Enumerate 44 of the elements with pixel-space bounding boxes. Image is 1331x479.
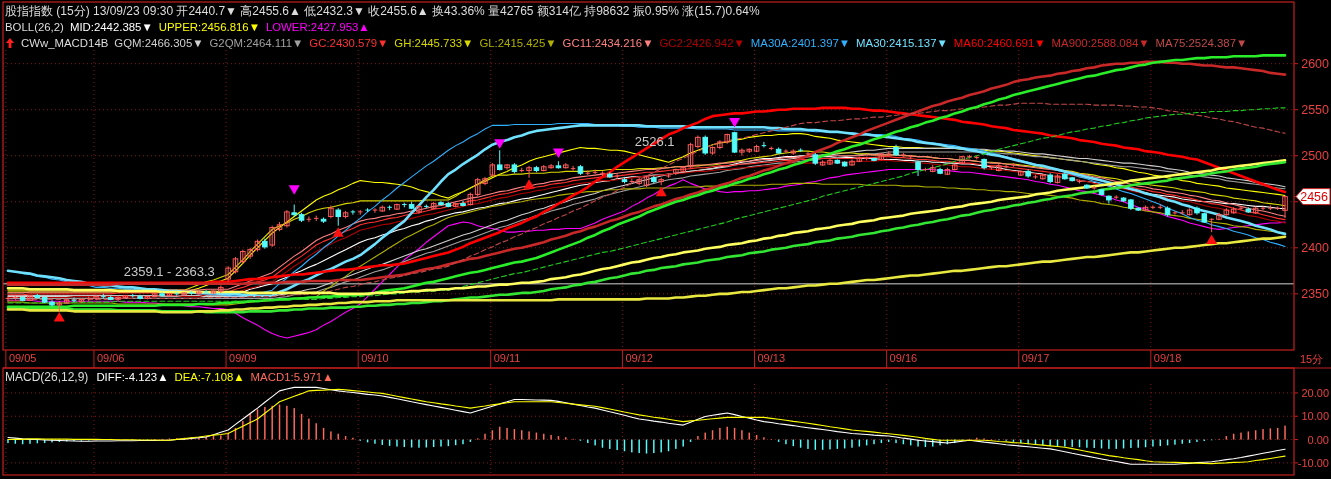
y-tick-label: 2400 <box>1301 240 1330 255</box>
x-tick-label: 09/13 <box>757 352 786 364</box>
x-tick-label: 09/10 <box>361 352 389 364</box>
text: GC:2430.579▼ <box>309 37 389 49</box>
text: MA30:2415.137▼ <box>856 37 948 49</box>
text: MID:2442.385▼ <box>69 21 153 33</box>
x-axis-title: 15分 <box>1300 353 1324 365</box>
y-tick-label: 2600 <box>1301 56 1330 71</box>
annotation: 2359.1 - 2363.3 <box>123 263 215 279</box>
x-tick-label: 09/17 <box>1021 352 1050 364</box>
y-tick-label: -10.00 <box>1297 456 1329 469</box>
y-tick-label: 20.00 <box>1301 386 1329 399</box>
text: GH:2445.733▼ <box>394 37 474 49</box>
annotation: BOLL(26,2) <box>5 21 65 33</box>
x-tick-label: 09/12 <box>625 352 653 364</box>
text: GC11:2434.216▼ <box>562 37 654 49</box>
text: UPPER:2456.816▼ <box>158 21 260 33</box>
text: MA60:2460.691▼ <box>953 37 1046 49</box>
chart-title: 股指指数 (15分) 13/09/23 09:30 开2440.7▼ 高2455.6▲ 低2432.3▼ 收2455.6▲ 换43.36% 量42765 额314亿 持98632 振0.95% 涨(15.7)0.64% <box>5 4 760 18</box>
y-tick-label: 2550 <box>1301 102 1330 117</box>
x-tick-label: 09/18 <box>1153 352 1182 364</box>
text: LOWER:2427.953▲ <box>265 21 370 33</box>
text: MA75:2524.387▼ <box>1155 37 1248 49</box>
y-tick-label: 2350 <box>1301 286 1330 301</box>
text: MACD1:5.971▲ <box>250 371 334 383</box>
text: GL:2415.425▼ <box>479 37 557 49</box>
text: DEA:-7.108▲ <box>174 371 245 383</box>
x-tick-label: 09/09 <box>229 352 257 364</box>
x-tick-label: 09/11 <box>493 352 521 364</box>
text: DIFF:-4.123▲ <box>96 371 169 383</box>
chart-title: MACD(26,12,9) <box>5 370 89 384</box>
series-label: MA900:2588.084▼ <box>1051 37 1150 49</box>
text: G2QM:2464.111▼ <box>209 37 304 49</box>
y-tick-label: 2456 <box>1300 189 1329 204</box>
y-tick-label: 10.00 <box>1301 410 1329 423</box>
text: GQM:2466.305▼ <box>114 37 204 49</box>
y-tick-label: 2500 <box>1301 148 1330 163</box>
text: MA30A:2401.397▼ <box>750 37 851 49</box>
x-tick-label: 09/06 <box>96 352 125 364</box>
text: GC2:2426.942▼ <box>659 37 745 49</box>
y-tick-label: 0.00 <box>1307 433 1329 446</box>
annotation: CWw_MACD14B <box>21 37 109 49</box>
x-tick-label: 09/16 <box>889 352 918 364</box>
x-tick-label: 09/05 <box>8 352 37 364</box>
